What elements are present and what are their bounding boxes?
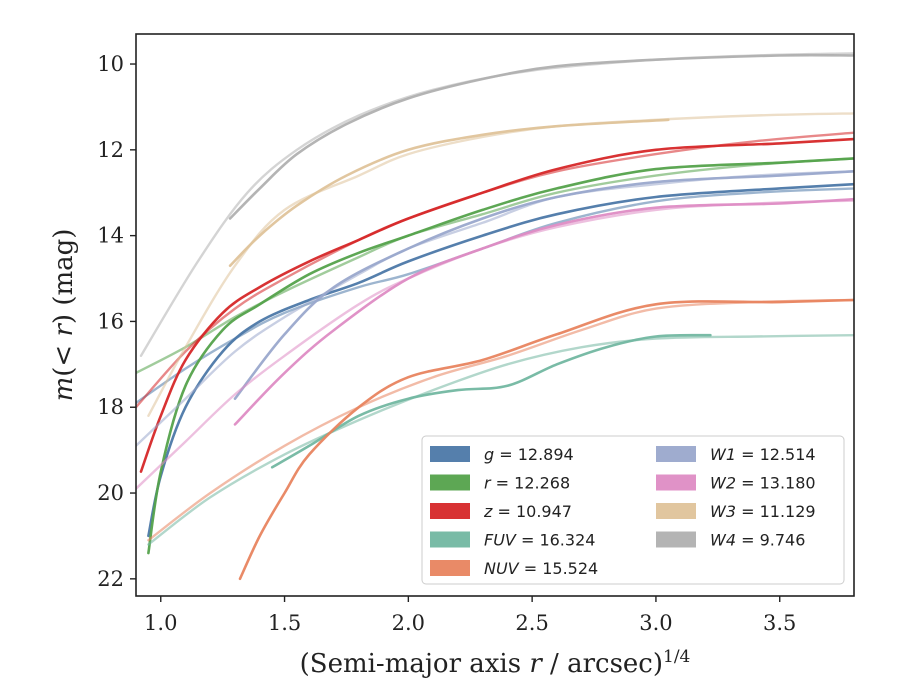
legend-label: W2 = 13.180 [710,474,816,493]
series-4-model-line [147,334,854,546]
legend-box [421,435,845,585]
legend-swatch [656,474,696,491]
series-5-model-line [147,298,854,542]
y-tick-label: 18 [97,395,124,419]
series-8-model-line [147,112,854,417]
series-6-profile-line [233,170,854,400]
legend-label: FUV = 16.324 [484,531,595,550]
plot-frame [135,33,855,597]
y-tick-label: 12 [97,138,124,162]
series-3-profile-line [139,137,854,473]
x-tick-label: 2.0 [392,611,425,635]
legend-label: z = 10.947 [483,502,572,521]
legend-label: NUV = 15.524 [484,559,598,578]
y-tick-label: 22 [97,567,124,591]
y-tick-label: 10 [97,52,124,76]
series-2-profile-line [147,157,854,555]
x-tick-label: 3.0 [639,611,672,635]
x-axis-title: (Semi-major axis r / arcsec)1/4 [300,647,691,679]
x-tick-label: 3.5 [763,611,796,635]
legend-swatch [430,560,470,576]
series-8-profile-line [228,118,670,267]
x-tick-label: 1.0 [144,611,177,635]
series-5-profile-line [238,298,854,581]
y-tick-label: 16 [97,309,124,333]
legend-items: g = 12.894 r = 12.268 z = 10.947 FUV = 16.3… [430,445,816,578]
legend-swatch [430,531,470,548]
y-axis-title: m(< r) (mag) [49,229,79,402]
legend-label: W3 = 11.129 [710,502,816,521]
legend: g = 12.894 r = 12.268 z = 10.947 FUV = 16.3… [421,435,845,585]
y-tick-label: 20 [97,481,124,505]
legend-swatch [656,531,696,548]
legend-swatch [656,446,696,462]
series-3-model-line [136,131,854,409]
legend-swatch [430,474,470,491]
series-1-profile-line [147,182,854,538]
x-tick-label: 2.5 [515,611,548,635]
series-7-profile-line [233,197,854,426]
y-axis: 10 12 14 16 18 20 22 [97,52,136,591]
series-layer [136,52,854,581]
legend-label: W4 = 9.746 [710,531,805,550]
series-9-profile-line [228,53,854,220]
x-axis: 1.0 1.5 2.0 2.5 3.0 3.5 [144,596,796,635]
y-tick-label: 14 [97,224,124,248]
legend-label: r = 12.268 [484,474,570,493]
legend-label: W1 = 12.514 [710,445,816,464]
x-tick-label: 1.5 [268,611,301,635]
legend-label: g = 12.894 [484,445,574,464]
legend-swatch [430,503,470,519]
legend-swatch [656,503,696,519]
legend-swatch [430,446,470,462]
series-6-model-line [136,170,854,447]
